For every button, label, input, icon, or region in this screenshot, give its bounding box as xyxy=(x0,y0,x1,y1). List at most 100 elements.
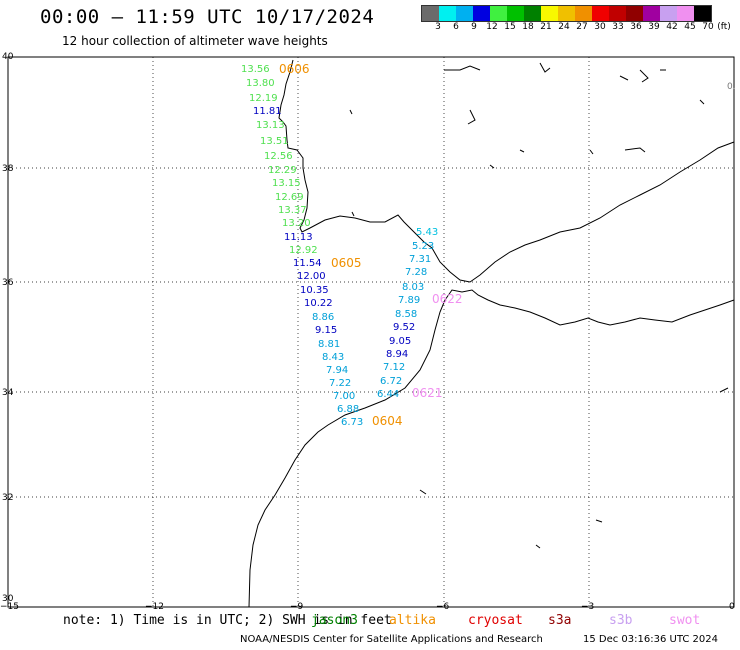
colorbar-label-14: 45 xyxy=(684,22,696,32)
wave-height-tracks: 13.56 13.80 12.19 11.81 13.13 13.51 12.56 12.29… xyxy=(241,62,463,428)
colorbar-label-6: 21 xyxy=(540,22,552,32)
pass-label-0621: 0621 xyxy=(412,386,443,400)
colorbar-swatch-7 xyxy=(541,6,558,21)
y-tick-36: 36 xyxy=(2,278,14,288)
colorbar-swatch-9 xyxy=(575,6,592,21)
colorbar-label-3: 12 xyxy=(486,22,498,32)
wave-value-east-3: 7.28 xyxy=(405,267,427,278)
wave-value-west-10: 13.37 xyxy=(278,205,307,216)
wave-value-east-0: 5.43 xyxy=(416,227,438,238)
colorbar-label-10: 33 xyxy=(612,22,624,32)
colorbar-labels: 3 6 9 12 15 18 21 24 27 30 33 36 39 42 45 70 (ft) xyxy=(421,22,731,34)
map-title: 00:00 – 11:59 UTC 10/17/2024 xyxy=(40,6,375,28)
wave-value-east-8: 9.05 xyxy=(389,336,411,347)
wave-value-west-15: 12.00 xyxy=(297,271,326,282)
colorbar-label-2: 9 xyxy=(471,22,477,32)
wave-value-west-17: 10.22 xyxy=(304,298,333,309)
wave-value-west-2: 12.19 xyxy=(249,93,278,104)
wave-value-east-11: 6.72 xyxy=(380,376,402,387)
wave-value-west-11: 13.20 xyxy=(282,218,311,229)
colorbar-label-8: 27 xyxy=(576,22,588,32)
colorbar-swatch-5 xyxy=(507,6,524,21)
grid-lines xyxy=(8,57,734,607)
timestamp: 15 Dec 03:16:36 UTC 2024 xyxy=(583,634,718,645)
wave-value-west-4: 13.13 xyxy=(256,120,285,131)
wave-value-west-16: 10.35 xyxy=(300,285,329,296)
coastline-africa xyxy=(248,289,735,608)
islands xyxy=(349,62,729,549)
wave-value-west-22: 7.94 xyxy=(326,365,348,376)
wave-value-west-7: 12.29 xyxy=(268,165,297,176)
colorbar-swatch-10 xyxy=(592,6,609,21)
wave-value-west-24: 7.00 xyxy=(333,391,355,402)
colorbar-swatch-4 xyxy=(490,6,507,21)
wave-value-east-2: 7.31 xyxy=(409,254,431,265)
y-tick-30: 30 xyxy=(2,594,14,604)
coastline-iberia xyxy=(278,59,735,283)
colorbar-swatch-13 xyxy=(643,6,660,21)
pass-label-0604: 0604 xyxy=(372,414,403,428)
legend-jason3: jason3 xyxy=(311,613,358,628)
wave-value-west-3: 11.81 xyxy=(253,106,282,117)
colorbar-swatch-11 xyxy=(609,6,626,21)
wave-value-west-14: 11.54 xyxy=(293,258,322,269)
x-tick-m12: −12 xyxy=(145,602,164,612)
colorbar-label-9: 30 xyxy=(594,22,606,32)
plot-frame xyxy=(7,56,735,608)
colorbar-swatch-6 xyxy=(524,6,541,21)
colorbar-label-13: 42 xyxy=(666,22,678,32)
wave-value-east-1: 5.23 xyxy=(412,241,434,252)
colorbar xyxy=(421,5,712,22)
colorbar-swatch-14 xyxy=(660,6,677,21)
wave-value-west-12: 11.13 xyxy=(284,232,313,243)
y-tick-38: 38 xyxy=(2,164,14,174)
wave-value-east-5: 7.89 xyxy=(398,295,420,306)
legend-swot: swot xyxy=(669,613,701,628)
colorbar-swatch-16 xyxy=(694,6,711,21)
x-tick-m15: −15 xyxy=(0,602,19,612)
legend-s3b: s3b xyxy=(609,613,633,628)
pass-label-0622: 0622 xyxy=(432,292,463,306)
pass-label-0605: 0605 xyxy=(331,256,362,270)
y-tick-34: 34 xyxy=(2,388,14,398)
y-tick-32: 32 xyxy=(2,493,14,503)
wave-value-west-20: 8.81 xyxy=(318,339,340,350)
legend-s3a: s3a xyxy=(548,613,572,628)
colorbar-swatch-0 xyxy=(422,6,439,21)
x-tick-m9: −9 xyxy=(290,602,304,612)
wave-value-west-9: 12.69 xyxy=(275,192,304,203)
x-tick-0: 0 xyxy=(729,602,735,612)
colorbar-label-11: 36 xyxy=(630,22,642,32)
wave-value-east-7: 9.52 xyxy=(393,322,415,333)
wave-value-west-21: 8.43 xyxy=(322,352,344,363)
colorbar-label-15: 70 xyxy=(702,22,714,32)
wave-value-east-12: 6.44 xyxy=(377,389,399,400)
colorbar-label-1: 6 xyxy=(453,22,459,32)
footer-note: note: 1) Time is in UTC; 2) SWH is in fe… xyxy=(63,613,392,628)
wave-value-west-6: 12.56 xyxy=(264,151,293,162)
map-subtitle: 12 hour collection of altimeter wave hei… xyxy=(62,34,328,48)
colorbar-swatch-3 xyxy=(473,6,490,21)
wave-value-west-5: 13.51 xyxy=(260,136,289,147)
wave-value-west-19: 9.15 xyxy=(315,325,337,336)
colorbar-swatch-8 xyxy=(558,6,575,21)
wave-value-west-8: 13.15 xyxy=(272,178,301,189)
wave-value-east-9: 8.94 xyxy=(386,349,408,360)
wave-value-west-1: 13.80 xyxy=(246,78,275,89)
colorbar-swatch-12 xyxy=(626,6,643,21)
colorbar-swatch-1 xyxy=(439,6,456,21)
wave-value-east-4: 8.03 xyxy=(402,282,424,293)
wave-value-west-23: 7.22 xyxy=(329,378,351,389)
pass-label-0606: 0606 xyxy=(279,62,310,76)
wave-value-east-10: 7.12 xyxy=(383,362,405,373)
wave-value-west-25: 6.88 xyxy=(337,404,359,415)
wave-value-west-0: 13.56 xyxy=(241,64,270,75)
wave-value-west-18: 8.86 xyxy=(312,312,334,323)
colorbar-label-0: 3 xyxy=(435,22,441,32)
colorbar-label-16: (ft) xyxy=(717,22,731,32)
colorbar-label-4: 15 xyxy=(504,22,516,32)
wave-value-west-26: 6.73 xyxy=(341,417,363,428)
colorbar-label-7: 24 xyxy=(558,22,570,32)
x-tick-m3: −3 xyxy=(581,602,595,612)
